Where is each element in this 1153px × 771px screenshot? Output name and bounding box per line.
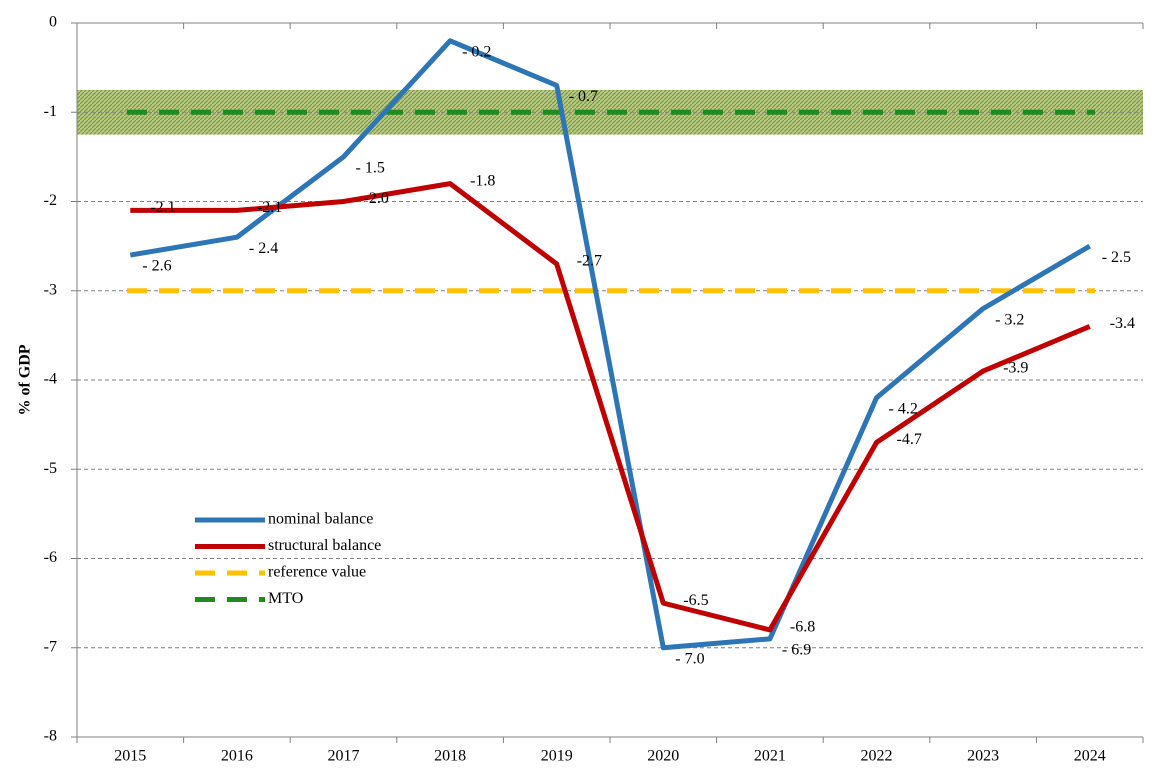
data-label: - 3.2 <box>995 311 1024 328</box>
x-tick-label: 2022 <box>861 748 893 765</box>
data-label: - 0.7 <box>569 88 598 105</box>
data-label: -2.1 <box>257 199 282 216</box>
data-label: - 0.2 <box>462 44 491 61</box>
y-tick-label: -1 <box>44 103 57 120</box>
data-label: -3.4 <box>1110 315 1135 332</box>
data-label: - 6.9 <box>782 641 811 658</box>
x-tick-label: 2020 <box>647 748 679 765</box>
data-label: -6.8 <box>790 619 815 636</box>
series-line <box>129 38 1091 651</box>
data-label: -6.5 <box>683 592 708 609</box>
y-tick-label: -6 <box>44 549 57 566</box>
y-tick-label: 0 <box>49 14 57 31</box>
x-tick-label: 2019 <box>541 748 573 765</box>
x-tick-label: 2017 <box>328 748 360 765</box>
data-label: - 7.0 <box>675 650 704 667</box>
data-label: -2.0 <box>364 190 389 207</box>
series-line <box>130 181 1091 633</box>
legend-label: reference value <box>268 564 366 581</box>
x-tick-label: 2023 <box>967 748 999 765</box>
data-label: - 2.6 <box>142 258 171 275</box>
data-label: -4.7 <box>897 431 922 448</box>
x-tick-label: 2015 <box>114 748 146 765</box>
data-label: - 2.4 <box>249 240 278 257</box>
data-label: -2.7 <box>577 253 602 270</box>
data-label: -1.8 <box>470 172 495 189</box>
data-label: - 4.2 <box>889 401 918 418</box>
x-tick-label: 2024 <box>1074 748 1106 765</box>
legend-label: nominal balance <box>268 511 373 528</box>
y-axis-label: % of GDP <box>17 344 34 415</box>
legend-label: MTO <box>268 590 303 607</box>
y-tick-label: -2 <box>44 192 57 209</box>
data-label: - 2.5 <box>1102 249 1131 266</box>
y-tick-label: -3 <box>44 281 57 298</box>
data-label: -3.9 <box>1003 360 1028 377</box>
data-label: - 1.5 <box>356 160 385 177</box>
data-label: -2.1 <box>150 199 175 216</box>
y-tick-label: -5 <box>44 460 57 477</box>
legend-label: structural balance <box>268 537 381 554</box>
x-tick-label: 2016 <box>221 748 253 765</box>
y-tick-label: -8 <box>44 728 57 745</box>
x-tick-label: 2021 <box>754 748 786 765</box>
y-tick-label: -4 <box>44 371 57 388</box>
x-tick-label: 2018 <box>434 748 466 765</box>
y-tick-label: -7 <box>44 638 57 655</box>
